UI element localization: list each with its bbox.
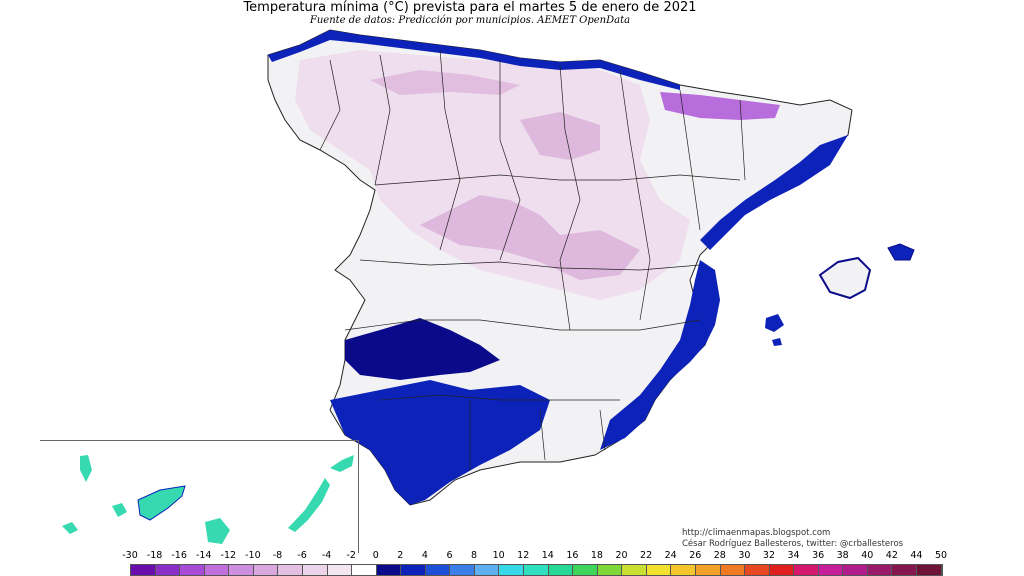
legend-tick-label: 34 [787, 550, 800, 561]
temperature-map [62, 29, 915, 544]
canary-inset-frame [40, 440, 359, 553]
legend-tick-label: -18 [146, 550, 163, 561]
legend-color-cell [745, 565, 770, 575]
legend-color-cell [671, 565, 696, 575]
legend-tick-label: 16 [566, 550, 579, 561]
legend-tick-label: 26 [689, 550, 702, 561]
legend-tick-label: 10 [492, 550, 505, 561]
legend-color-cell [376, 565, 402, 575]
credits: http://climaenmapas.blogspot.com César R… [682, 528, 903, 550]
legend-tick-label: 44 [910, 550, 923, 561]
warm-andalusia [330, 380, 550, 505]
credits-author: César Rodríguez Ballesteros, twitter: @c… [682, 539, 904, 549]
legend-tick-label: 4 [421, 550, 428, 561]
tenerife [137, 485, 186, 521]
gran-canaria [205, 518, 230, 544]
legend-color-cell [622, 565, 647, 575]
map-subtitle: Fuente de datos: Predicción por municipi… [309, 15, 631, 26]
legend-color-cell [843, 565, 868, 575]
legend-color-cell [597, 565, 623, 575]
legend-color-cell [695, 565, 721, 575]
legend-color-cell [769, 565, 795, 575]
legend-tick-label: 24 [664, 550, 677, 561]
legend-color-cell [499, 565, 524, 575]
legend-color-cell [352, 565, 377, 575]
map-title: Temperatura mínima (°C) prevista para el… [243, 0, 697, 15]
province-borders [319, 49, 746, 470]
legend-tick-label: 28 [713, 550, 726, 561]
formentera [772, 338, 782, 346]
la-palma [80, 455, 92, 482]
legend-color-cell [327, 565, 353, 575]
legend-tick-label: 42 [885, 550, 898, 561]
legend-tick-label: 8 [471, 550, 478, 561]
legend-tick-label: -14 [195, 550, 212, 561]
credits-url[interactable]: http://climaenmapas.blogspot.com [682, 528, 831, 538]
legend-tick-label: 6 [446, 550, 453, 561]
legend-tick-label: 50 [934, 550, 948, 561]
legend-color-cell [524, 565, 549, 575]
legend-tick-label: -8 [272, 550, 283, 561]
legend-color-cell [646, 565, 672, 575]
cold-iberian-range [520, 112, 600, 160]
warm-guadalquivir [345, 318, 500, 380]
color-legend: -30 -18 -16 -14 -12 -10 -8 -6 -4 -2 0 2 4 6 8 10 12 14 16 1… [0, 550, 1024, 576]
legend-color-cell [794, 565, 819, 575]
legend-color-cell [131, 565, 156, 575]
legend-color-cell [180, 565, 205, 575]
menorca [887, 243, 915, 261]
legend-tick-label: -6 [297, 550, 307, 561]
legend-color-cell [720, 565, 746, 575]
legend-color-cell [425, 565, 451, 575]
legend-color-cell [253, 565, 279, 575]
legend-color-cell [917, 565, 942, 575]
legend-tick-label: 22 [640, 550, 653, 561]
legend-color-cell [155, 565, 181, 575]
legend-tick-label: -16 [171, 550, 187, 561]
canary-islands [62, 455, 354, 544]
legend-tick-label: 38 [836, 550, 849, 561]
legend-color-cell [474, 565, 500, 575]
warm-levante-coast [600, 260, 720, 450]
legend-tick-label: 32 [762, 550, 776, 561]
legend-color-cell [401, 565, 426, 575]
legend-color-cell [302, 565, 328, 575]
fuerteventura [288, 478, 330, 532]
legend-tick-label: 2 [397, 550, 404, 561]
legend-color-cell [204, 565, 230, 575]
legend-tick-label: 20 [615, 550, 628, 561]
legend-tick-label: -30 [122, 550, 138, 561]
legend-tick-label: 0 [372, 550, 379, 561]
legend-color-cell [867, 565, 893, 575]
legend-color-cell [229, 565, 254, 575]
el-hierro [62, 522, 78, 534]
la-gomera [112, 503, 127, 517]
legend-tick-label: 12 [517, 550, 530, 561]
legend-tick-label: -12 [220, 550, 237, 561]
legend-color-cell [450, 565, 475, 575]
legend-tick-label: 40 [861, 550, 874, 561]
warm-catalan-coast [700, 135, 848, 250]
legend-tick-label: -10 [245, 550, 261, 561]
cold-core-region [420, 195, 640, 280]
legend-color-cell [892, 565, 917, 575]
legend-color-cell [278, 565, 303, 575]
legend-color-cell [818, 565, 844, 575]
legend-tick-label: 30 [738, 550, 751, 561]
legend-color-cell [573, 565, 598, 575]
ibiza [765, 314, 784, 332]
mallorca [818, 256, 872, 300]
legend-color-cell [548, 565, 574, 575]
legend-tick-label: 14 [541, 550, 554, 561]
cold-cantabrian [370, 70, 520, 95]
cold-pyrenees [660, 92, 780, 120]
legend-tick-label: -4 [321, 550, 332, 561]
legend-tick-label: 36 [812, 550, 825, 561]
legend-tick-label: 18 [590, 550, 603, 561]
lanzarote [330, 455, 354, 472]
legend-tick-label: -2 [346, 550, 356, 561]
legend-color-bar [130, 564, 943, 576]
